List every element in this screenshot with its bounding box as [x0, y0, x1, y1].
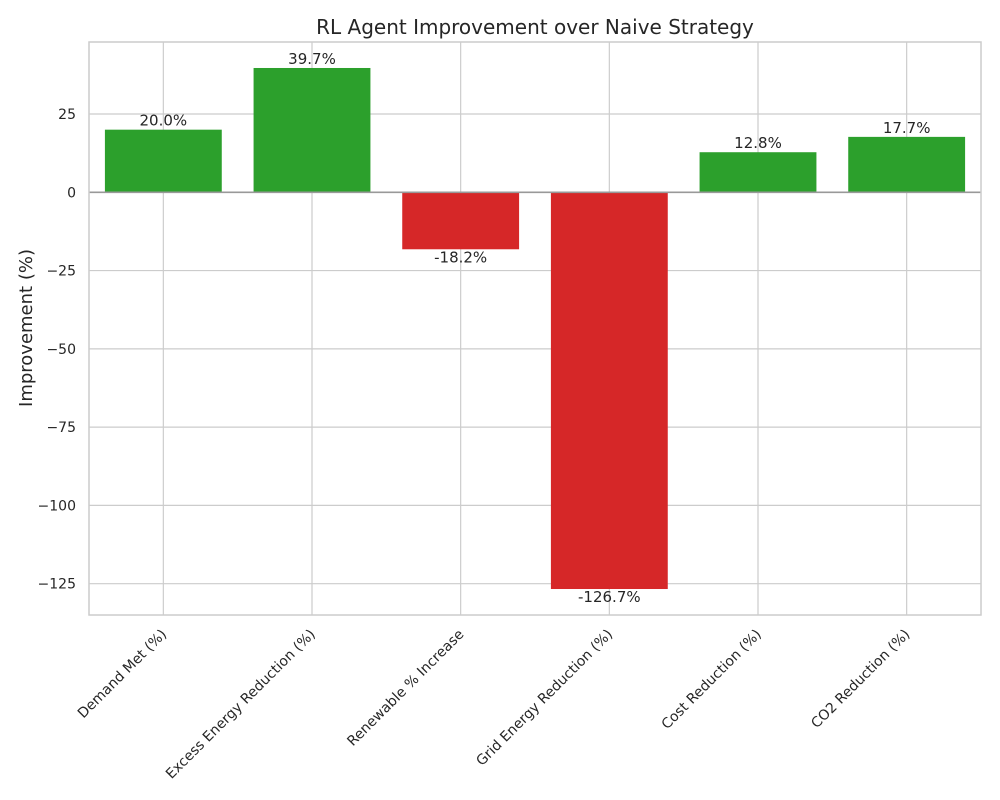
y-axis-ticks: 25 0 −25 −50 −75 −100 −125 [38, 107, 76, 593]
x-tick-label: Grid Energy Reduction (%) [473, 627, 616, 770]
bar-value-label: 39.7% [288, 50, 336, 68]
y-tick-label: −75 [46, 420, 76, 436]
bar-value-label: -18.2% [434, 248, 487, 266]
bar-value-label: 17.7% [883, 119, 931, 137]
bar-value-label: 20.0% [140, 112, 188, 130]
y-tick-label: 25 [58, 107, 76, 123]
x-tick-label: Excess Energy Reduction (%) [163, 627, 319, 783]
bar-value-labels: 20.0% 39.7% -18.2% -126.7% 12.8% 17.7% [140, 50, 931, 606]
chart-title: RL Agent Improvement over Naive Strategy [316, 15, 754, 39]
bar [699, 152, 817, 193]
bar [402, 192, 520, 250]
x-tick-label: Renewable % Increase [344, 627, 467, 750]
grid-lines [89, 42, 981, 615]
x-tick-label: Cost Reduction (%) [659, 627, 765, 733]
bar-value-label: -126.7% [578, 588, 641, 606]
y-tick-label: −125 [38, 577, 76, 593]
y-tick-label: 0 [67, 185, 76, 201]
plot-frame [88, 41, 982, 616]
y-tick-label: −25 [46, 264, 76, 280]
y-axis-title: Improvement (%) [16, 249, 37, 407]
y-tick-label: −100 [38, 498, 76, 514]
x-tick-label: Demand Met (%) [75, 627, 170, 722]
bar [253, 67, 371, 193]
y-tick-label: −50 [46, 342, 76, 358]
bar [550, 192, 668, 590]
bar [104, 129, 222, 193]
bar [848, 136, 966, 193]
x-axis-ticks: Demand Met (%)Excess Energy Reduction (%… [75, 627, 914, 783]
bar-value-label: 12.8% [734, 134, 782, 152]
x-tick-label: CO2 Reduction (%) [808, 627, 913, 732]
bars [89, 67, 981, 590]
